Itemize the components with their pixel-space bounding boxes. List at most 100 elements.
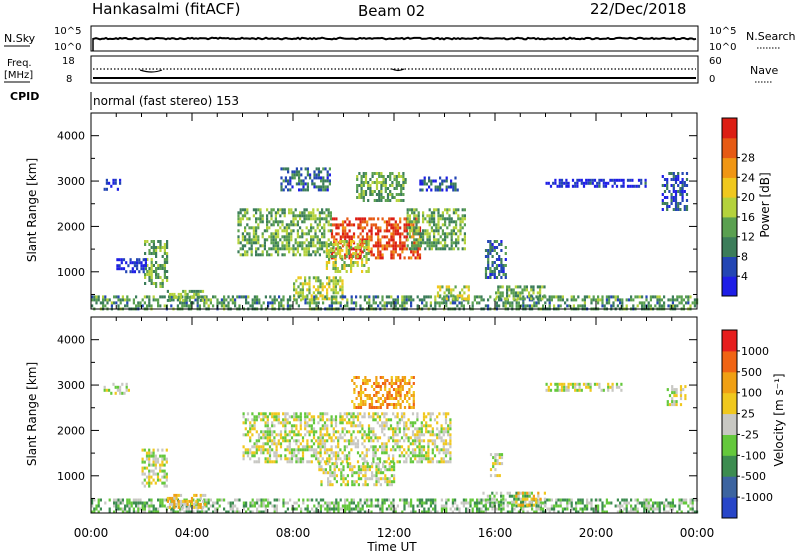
data-cell bbox=[129, 270, 132, 274]
data-cell bbox=[491, 273, 494, 276]
data-cell bbox=[417, 217, 420, 221]
data-cell bbox=[325, 214, 328, 218]
data-cell bbox=[390, 376, 393, 379]
data-cell bbox=[679, 187, 682, 190]
data-cell bbox=[246, 451, 250, 455]
data-cell bbox=[691, 507, 694, 511]
data-cell bbox=[102, 301, 105, 305]
data-cell bbox=[675, 403, 678, 407]
data-cell bbox=[484, 507, 487, 511]
data-cell bbox=[214, 295, 217, 299]
data-cell bbox=[428, 223, 431, 227]
data-cell bbox=[126, 301, 129, 305]
data-cell bbox=[323, 235, 326, 239]
data-cell bbox=[157, 276, 160, 279]
data-cell bbox=[433, 214, 436, 218]
data-cell bbox=[313, 510, 316, 514]
data-cell bbox=[344, 295, 347, 299]
data-cell bbox=[378, 175, 381, 178]
data-cell bbox=[461, 294, 464, 298]
data-cell bbox=[377, 468, 380, 472]
data-cell bbox=[353, 471, 356, 475]
data-cell bbox=[248, 238, 251, 242]
data-cell bbox=[392, 501, 395, 505]
data-cell bbox=[364, 376, 367, 379]
data-cell bbox=[451, 510, 454, 514]
data-cell bbox=[314, 232, 317, 236]
data-cell bbox=[319, 294, 322, 298]
data-cell bbox=[416, 427, 419, 431]
data-cell bbox=[324, 188, 327, 192]
data-cell bbox=[323, 229, 326, 233]
data-cell bbox=[428, 176, 431, 180]
data-cell bbox=[306, 424, 309, 428]
data-cell bbox=[234, 510, 237, 514]
data-cell bbox=[370, 304, 373, 308]
data-cell bbox=[333, 238, 336, 242]
data-cell bbox=[137, 507, 140, 511]
data-cell bbox=[166, 496, 169, 500]
data-cell bbox=[364, 172, 368, 175]
data-cell bbox=[260, 498, 263, 502]
data-cell bbox=[444, 439, 448, 443]
data-cell bbox=[530, 285, 533, 289]
data-cell bbox=[446, 244, 449, 248]
data-cell bbox=[581, 498, 584, 502]
data-cell bbox=[373, 172, 376, 175]
data-cell bbox=[163, 475, 166, 479]
data-cell bbox=[381, 235, 384, 239]
data-cell bbox=[387, 427, 390, 431]
data-cell bbox=[594, 498, 597, 502]
data-cell bbox=[448, 223, 451, 227]
data-cell bbox=[283, 226, 286, 230]
data-cell bbox=[447, 430, 450, 434]
data-cell bbox=[317, 501, 320, 505]
data-cell bbox=[359, 430, 362, 434]
data-cell bbox=[425, 498, 428, 502]
data-cell bbox=[362, 465, 365, 469]
data-cell bbox=[666, 400, 669, 404]
data-cell bbox=[354, 436, 357, 440]
data-cell bbox=[139, 304, 142, 308]
data-cell bbox=[244, 451, 247, 455]
data-cell bbox=[365, 261, 368, 264]
data-cell bbox=[437, 238, 440, 242]
data-cell bbox=[388, 397, 391, 400]
data-cell bbox=[531, 507, 534, 511]
data-cell bbox=[306, 173, 309, 177]
data-cell bbox=[353, 376, 356, 379]
data-cell bbox=[409, 442, 412, 446]
data-cell bbox=[333, 217, 336, 221]
data-cell bbox=[212, 304, 215, 308]
data-cell bbox=[676, 298, 679, 302]
data-cell bbox=[567, 181, 570, 185]
data-cell bbox=[638, 301, 641, 305]
data-cell bbox=[389, 193, 392, 196]
data-cell bbox=[342, 474, 345, 478]
data-cell bbox=[319, 507, 322, 511]
data-cell bbox=[645, 298, 648, 302]
data-cell bbox=[283, 247, 286, 251]
data-cell bbox=[319, 460, 322, 464]
data-cell bbox=[173, 499, 176, 503]
data-cell bbox=[647, 504, 650, 508]
data-cell bbox=[433, 235, 436, 239]
data-cell bbox=[316, 247, 319, 251]
data-cell bbox=[582, 184, 586, 188]
data-cell bbox=[355, 406, 358, 409]
data-cell bbox=[163, 267, 166, 270]
data-cell bbox=[689, 501, 692, 505]
data-cell bbox=[361, 436, 364, 440]
data-cell bbox=[138, 270, 141, 274]
data-cell bbox=[262, 415, 265, 419]
data-cell bbox=[601, 295, 604, 299]
data-cell bbox=[161, 267, 164, 270]
data-cell bbox=[498, 258, 501, 261]
data-cell bbox=[248, 217, 251, 221]
data-cell bbox=[456, 507, 459, 511]
data-cell bbox=[144, 252, 147, 255]
data-cell bbox=[385, 451, 388, 455]
data-cell bbox=[148, 457, 151, 461]
data-cell bbox=[335, 226, 338, 230]
data-cell bbox=[323, 297, 326, 301]
